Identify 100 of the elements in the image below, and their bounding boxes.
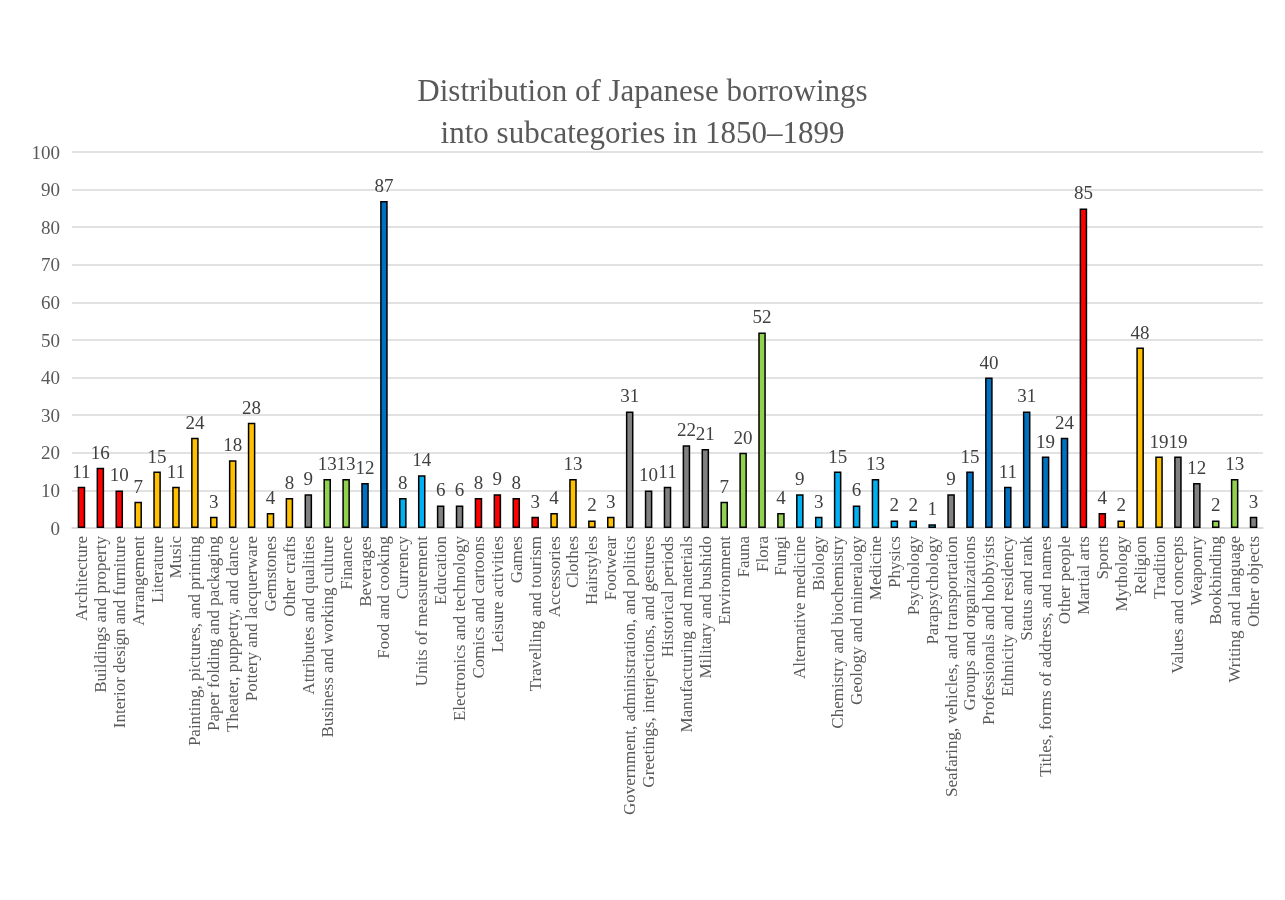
y-tick-label: 0 — [50, 517, 60, 539]
data-label: 11 — [998, 460, 1017, 482]
data-label: 52 — [752, 306, 772, 328]
x-tick-label: Biology — [809, 535, 829, 591]
x-tick-label: Alternative medicine — [790, 536, 810, 680]
x-tick-label: Finance — [336, 536, 356, 590]
x-tick-label: Food and cooking — [374, 535, 394, 659]
data-label: 6 — [435, 479, 446, 501]
x-tick-label: Literature — [147, 536, 167, 604]
data-label: 13 — [1225, 453, 1245, 475]
x-tick-label: Comics and cartoons — [468, 536, 488, 679]
data-label: 9 — [303, 468, 314, 490]
bar — [1136, 347, 1144, 528]
data-label: 48 — [1130, 321, 1150, 343]
x-tick-label: Music — [166, 535, 186, 579]
bar — [1041, 456, 1050, 528]
bar — [852, 505, 861, 528]
data-label: 21 — [695, 423, 715, 445]
bar — [796, 494, 804, 528]
data-label: 40 — [979, 351, 999, 373]
bar — [210, 516, 218, 528]
bar — [228, 460, 237, 528]
bar — [115, 490, 124, 528]
x-tick-label: Attributes and qualities — [298, 536, 318, 695]
data-label: 12 — [355, 456, 375, 478]
y-tick-label: 40 — [41, 367, 60, 389]
data-label: 15 — [828, 445, 848, 467]
bar — [1098, 512, 1107, 528]
x-tick-label: Titles, forms of address, and names — [1036, 536, 1056, 777]
data-label: 9 — [795, 468, 805, 490]
x-tick-label: Other crafts — [279, 536, 299, 617]
bar — [985, 377, 993, 528]
data-label: 31 — [620, 385, 640, 407]
x-tick-label: Accessories — [544, 536, 564, 618]
bar — [1060, 437, 1069, 528]
x-tick-label: Leisure activities — [487, 536, 507, 653]
bar — [247, 422, 256, 528]
data-label: 9 — [946, 468, 956, 490]
x-tick-label: Paper folding and packaging — [204, 535, 224, 731]
bar — [172, 486, 180, 528]
data-label: 10 — [109, 464, 129, 486]
data-label: 87 — [374, 174, 394, 196]
bar — [266, 512, 275, 528]
y-tick-label: 20 — [41, 442, 60, 464]
data-label: 3 — [813, 490, 824, 512]
bar — [342, 479, 350, 528]
bar — [758, 332, 766, 528]
x-tick-label: Status and rank — [1017, 535, 1037, 641]
x-tick-label: Ethnicity and residency — [998, 535, 1018, 697]
x-tick-label: Education — [431, 535, 451, 605]
data-label: 3 — [1248, 490, 1259, 512]
y-tick-label: 10 — [41, 479, 60, 501]
x-tick-label: Professionals and hobbyists — [979, 536, 999, 725]
x-tick-label: Mythology — [1111, 535, 1131, 612]
x-tick-label: Buildings and property — [90, 535, 110, 693]
bar — [890, 520, 899, 528]
data-label: 3 — [606, 490, 616, 512]
data-label: 85 — [1073, 182, 1093, 204]
x-tick-label: Greetings, interjections, and gestures — [639, 536, 659, 788]
bar — [1022, 411, 1031, 528]
data-label: 2 — [587, 494, 597, 516]
bar — [550, 512, 558, 528]
bar — [1004, 486, 1012, 528]
data-label: 28 — [242, 396, 262, 418]
x-tick-label: Clothes — [563, 536, 583, 588]
x-tick-label: Historical periods — [658, 536, 677, 658]
y-tick-label: 30 — [41, 404, 60, 426]
bar — [777, 512, 785, 528]
x-tick-label: Theater, puppetry, and dance — [223, 536, 243, 732]
bar — [739, 452, 747, 528]
x-tick-label: Pottery and lacquerware — [242, 536, 262, 702]
x-tick-label: Gemstones — [261, 536, 280, 612]
data-label: 19 — [1149, 430, 1169, 452]
x-tick-label: Beverages — [355, 536, 375, 607]
data-label: 24 — [185, 411, 205, 433]
y-tick-label: 100 — [31, 141, 60, 163]
bar — [361, 482, 369, 528]
bar — [1193, 482, 1201, 528]
data-label: 4 — [549, 486, 560, 508]
data-label: 18 — [223, 434, 243, 456]
x-tick-label: Other people — [1055, 536, 1074, 625]
data-label: 11 — [658, 460, 677, 482]
bar — [682, 445, 691, 528]
bar — [720, 501, 728, 528]
bar — [399, 497, 407, 528]
x-tick-label: Business and working culture — [317, 536, 337, 738]
bar — [607, 516, 615, 528]
data-label: 2 — [1210, 494, 1221, 516]
x-tick-label: Writing and language — [1225, 536, 1245, 683]
x-tick-label: Sports — [1092, 536, 1112, 580]
x-tick-label: Government, administration, and politics — [620, 536, 640, 816]
x-tick-label: Parapsychology — [922, 535, 942, 645]
x-tick-label: Fauna — [733, 535, 753, 578]
y-tick-label: 70 — [41, 254, 60, 276]
bar — [1249, 516, 1258, 528]
bar — [512, 497, 521, 528]
x-tick-label: Martial arts — [1073, 536, 1093, 615]
x-tick-label: Military and bushido — [695, 536, 715, 679]
bar — [96, 467, 105, 528]
bar — [77, 486, 86, 528]
